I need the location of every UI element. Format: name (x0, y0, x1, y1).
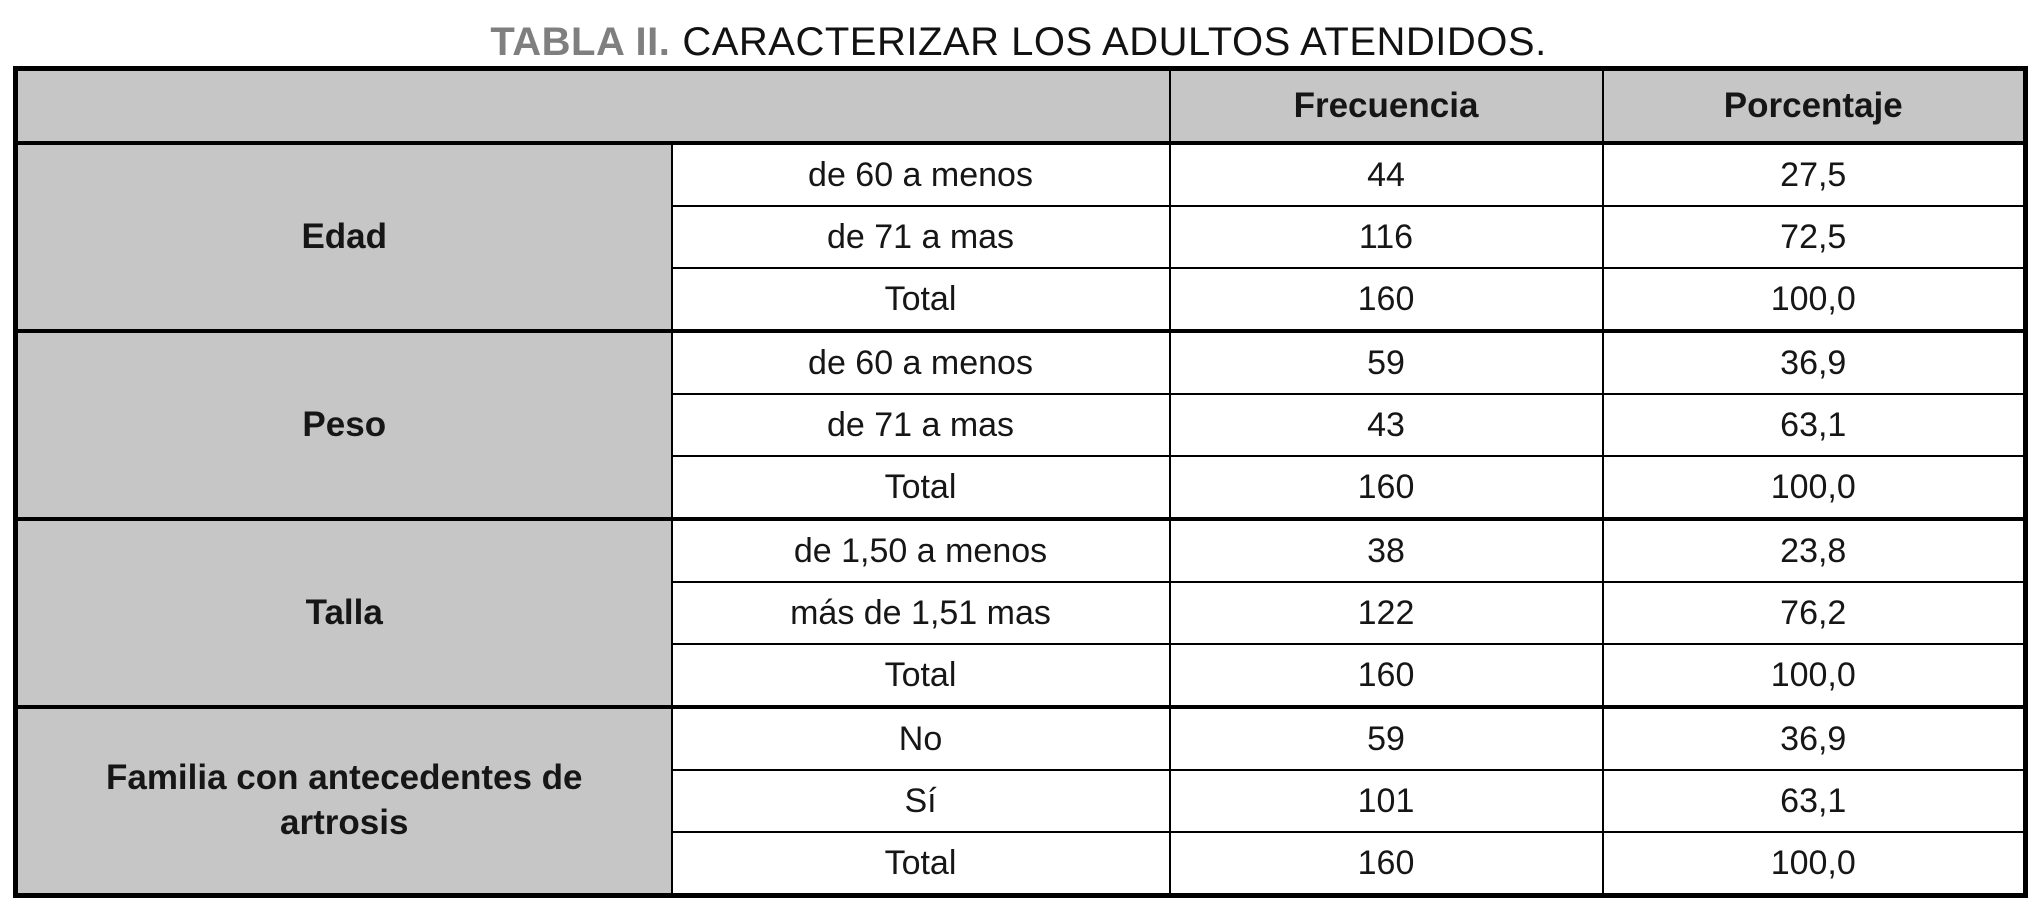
column-header-porcentaje: Porcentaje (1601, 67, 2027, 145)
category-cell: de 60 a menos (670, 141, 1171, 207)
category-cell: Sí (670, 769, 1171, 833)
category-cell: No (670, 705, 1171, 771)
table-row: Sí 101 63,1 (16, 769, 2027, 833)
table-number-label: TABLA II. (490, 20, 671, 64)
percentage-cell: 72,5 (1601, 205, 2027, 269)
percentage-cell: 36,9 (1601, 705, 2027, 771)
frequency-cell: 116 (1168, 205, 1604, 269)
group-label-edad: Edad (14, 141, 673, 332)
category-cell: Total (670, 455, 1171, 520)
group-label-peso: Peso (14, 329, 673, 520)
table-title-text: CARACTERIZAR LOS ADULTOS ATENDIDOS. (682, 20, 1547, 64)
results-table: Frecuencia Porcentaje Edad de 60 a menos… (13, 66, 2028, 898)
table-row: Peso de 60 a menos 59 36,9 (14, 329, 2027, 520)
percentage-cell: 23,8 (1601, 517, 2027, 583)
category-cell: de 71 a mas (670, 205, 1171, 269)
table-row: Familia con antecedentes de artrosis No … (14, 705, 2027, 897)
frequency-cell: 38 (1168, 517, 1604, 583)
percentage-cell: 27,5 (1601, 141, 2027, 207)
frequency-cell: 160 (1168, 831, 1604, 897)
frequency-cell: 160 (1168, 643, 1604, 708)
group-label-talla: Talla (14, 517, 673, 708)
table-row: de 71 a mas 43 63,1 (16, 393, 2027, 457)
percentage-cell: 100,0 (1601, 643, 2027, 708)
column-header-frecuencia: Frecuencia (1168, 67, 1604, 145)
table-row: de 71 a mas 116 72,5 (16, 205, 2027, 269)
table-row: Talla de 1,50 a menos 38 23,8 (14, 517, 2027, 708)
percentage-cell: 100,0 (1601, 267, 2027, 332)
frequency-cell: 44 (1168, 141, 1604, 207)
frequency-cell: 101 (1168, 769, 1604, 833)
frequency-cell: 43 (1168, 393, 1604, 457)
header-row: Frecuencia Porcentaje (14, 67, 2027, 145)
frequency-cell: 59 (1168, 705, 1604, 771)
frequency-cell: 59 (1168, 329, 1604, 395)
table-row: Total 160 100,0 (16, 455, 2027, 520)
frequency-cell: 160 (1168, 267, 1604, 332)
frequency-cell: 160 (1168, 455, 1604, 520)
percentage-cell: 100,0 (1601, 455, 2027, 520)
category-cell: más de 1,51 mas (670, 581, 1171, 645)
percentage-cell: 100,0 (1601, 831, 2027, 897)
category-cell: de 60 a menos (670, 329, 1171, 395)
group-label-familia-antecedentes: Familia con antecedentes de artrosis (14, 705, 673, 897)
frequency-cell: 122 (1168, 581, 1604, 645)
table-row: Edad de 60 a menos 44 27,5 (14, 141, 2027, 332)
percentage-cell: 76,2 (1601, 581, 2027, 645)
percentage-cell: 63,1 (1601, 769, 2027, 833)
category-cell: Total (670, 643, 1171, 708)
category-cell: de 71 a mas (670, 393, 1171, 457)
table-row: Total 160 100,0 (16, 831, 2027, 897)
percentage-cell: 36,9 (1601, 329, 2027, 395)
table-row: Total 160 100,0 (16, 267, 2027, 332)
percentage-cell: 63,1 (1601, 393, 2027, 457)
header-empty-cell (14, 67, 1171, 145)
table-row: Total 160 100,0 (16, 643, 2027, 708)
category-cell: Total (670, 831, 1171, 897)
category-cell: de 1,50 a menos (670, 517, 1171, 583)
page-title: TABLA II. CARACTERIZAR LOS ADULTOS ATENDI… (0, 20, 2037, 65)
table-row: más de 1,51 mas 122 76,2 (16, 581, 2027, 645)
category-cell: Total (670, 267, 1171, 332)
